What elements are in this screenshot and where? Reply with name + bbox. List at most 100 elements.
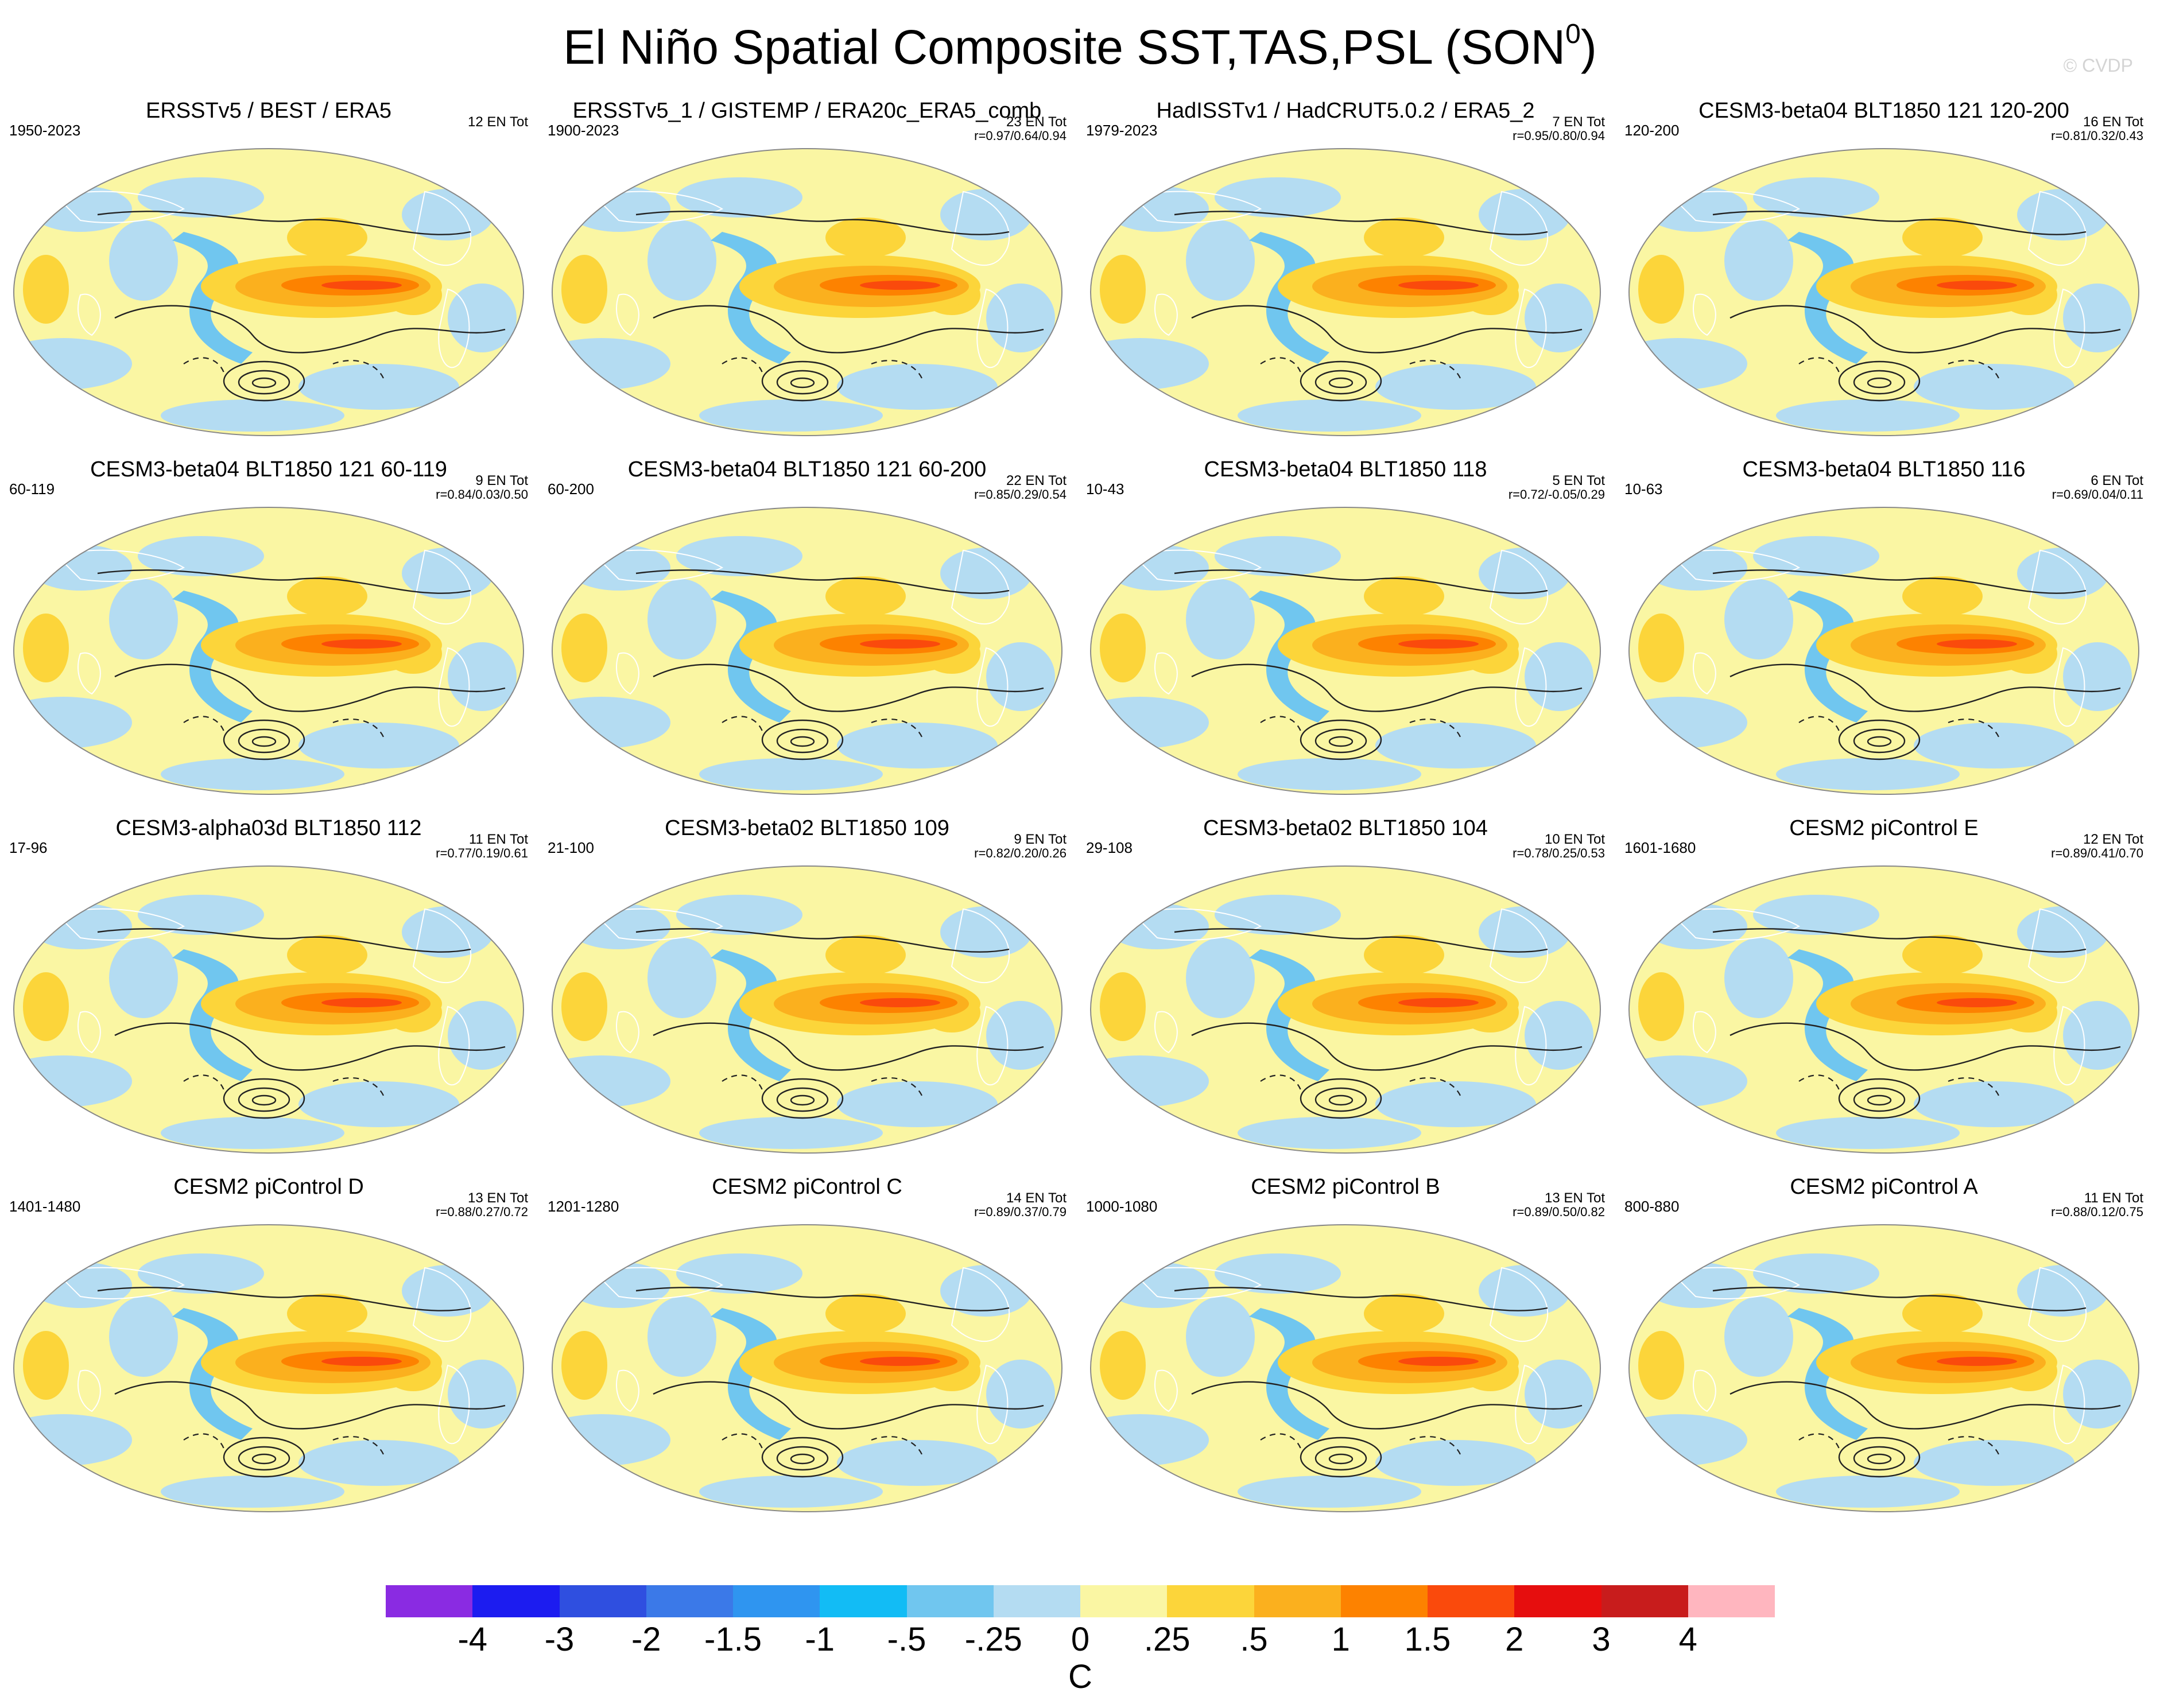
anomaly-map — [13, 148, 524, 436]
psl-contour-negative — [722, 357, 763, 373]
map-panel: CESM3-beta02 BLT1850 109 21-100 9 EN Tot r=… — [538, 815, 1076, 1165]
warm-tongue-core — [1937, 1357, 2017, 1366]
anomaly-patch — [1215, 536, 1341, 576]
psl-contour — [1328, 1453, 1354, 1465]
anomaly-patch — [1525, 1360, 1593, 1428]
psl-contour — [251, 736, 277, 747]
anomaly-patch — [825, 218, 906, 258]
anomaly-patch — [1186, 220, 1255, 301]
map-panel: CESM3-beta04 BLT1850 118 10-43 5 EN Tot r=0… — [1077, 456, 1614, 806]
anomaly-patch — [567, 545, 670, 591]
colorbar-tick-label: -1.5 — [704, 1621, 762, 1658]
anomaly-patch — [1914, 1440, 2074, 1486]
coastline — [56, 549, 472, 727]
anomaly-patch — [14, 1414, 132, 1466]
psl-contour — [251, 377, 277, 389]
anomaly-patch — [29, 545, 132, 591]
panel-pattern-correlation: r=0.97/0.64/0.94 — [974, 129, 1067, 143]
psl-contour-negative — [1948, 360, 2001, 382]
map-panel: ERSSTv5_1 / GISTEMP / ERA20c_ERA5_comb 19… — [538, 98, 1076, 448]
psl-contour — [223, 719, 305, 760]
psl-contour-negative — [183, 1074, 225, 1090]
panel-event-count: 13 EN Tot — [468, 1190, 528, 1206]
colorbar-swatch — [559, 1585, 646, 1617]
map-panel: CESM2 piControl C 1201-1280 14 EN Tot r=0.8… — [538, 1174, 1076, 1524]
anomaly-patch — [1106, 903, 1209, 949]
anomaly-patch — [1100, 1331, 1146, 1400]
anomaly-patch — [567, 1262, 670, 1308]
anomaly-patch — [1902, 576, 1983, 616]
panel-pattern-correlation: r=0.89/0.50/0.82 — [1513, 1205, 1605, 1219]
psl-contour — [653, 305, 1044, 354]
panel-title: CESM2 piControl B — [1251, 1175, 1440, 1199]
anomaly-map — [552, 1224, 1062, 1512]
panel-event-count: 5 EN Tot — [1552, 473, 1605, 488]
anomaly-patch — [647, 938, 716, 1018]
psl-contour — [251, 1094, 277, 1106]
psl-contour — [114, 1381, 506, 1430]
colorbar-tick-label: 4 — [1678, 1621, 1697, 1658]
map-panel: CESM3-beta02 BLT1850 104 29-108 10 EN Tot r… — [1077, 815, 1614, 1165]
anomaly-patch — [837, 723, 998, 768]
anomaly-patch — [647, 220, 716, 301]
psl-contour — [1838, 360, 1921, 402]
psl-contour-negative — [722, 1074, 763, 1090]
colorbar-tick-label: 1 — [1331, 1621, 1350, 1658]
panel-title: ERSSTv5 / BEST / ERA5 — [145, 99, 391, 123]
anomaly-patch — [1638, 1331, 1684, 1400]
anomaly-patch — [23, 255, 69, 324]
anomaly-patch — [448, 1360, 517, 1428]
psl-contour — [1853, 370, 1906, 395]
psl-contour — [238, 370, 290, 395]
anomaly-patch — [448, 284, 517, 352]
anomaly-map — [552, 507, 1062, 795]
panel-event-count: 13 EN Tot — [1545, 1190, 1605, 1206]
panel-title: CESM3-alpha03d BLT1850 112 — [115, 816, 422, 840]
panel-title: CESM3-beta02 BLT1850 109 — [665, 816, 949, 840]
anomaly-patch — [1375, 1081, 1536, 1127]
warm-tongue-core — [321, 281, 402, 290]
panel-event-count: 9 EN Tot — [475, 473, 528, 488]
map-frame — [13, 507, 524, 795]
anomaly-patch — [29, 903, 132, 949]
colorbar — [386, 1585, 1775, 1617]
psl-contour-negative — [332, 719, 386, 740]
anomaly-patch — [676, 536, 802, 576]
panel-years: 120-200 — [1624, 122, 1680, 139]
psl-contour-negative — [1260, 716, 1302, 732]
panel-event-count: 11 EN Tot — [2084, 1190, 2143, 1206]
psl-contour — [1314, 370, 1367, 395]
anomaly-patch — [1375, 1440, 1536, 1486]
anomaly-patch — [1091, 1055, 1209, 1107]
psl-contour — [97, 211, 471, 235]
coastline — [56, 908, 472, 1086]
anomaly-map — [13, 865, 524, 1154]
coastline — [56, 191, 472, 368]
anomaly-patch — [1629, 1414, 1747, 1466]
anomaly-patch — [1238, 1476, 1421, 1508]
psl-contour-negative — [1948, 1436, 2001, 1458]
panel-pattern-correlation: r=0.81/0.32/0.43 — [2051, 129, 2143, 143]
panel-years: 10-63 — [1624, 480, 1663, 498]
anomaly-patch — [1100, 972, 1146, 1041]
psl-contour-negative — [1798, 716, 1840, 732]
anomaly-patch — [1238, 1117, 1421, 1149]
panel-title: CESM2 piControl A — [1790, 1175, 1978, 1199]
psl-contour — [1729, 1022, 2121, 1071]
coastline — [1133, 549, 1549, 727]
map-frame — [1090, 507, 1601, 795]
panel-years: 1000-1080 — [1086, 1198, 1158, 1215]
psl-contour — [223, 1078, 305, 1119]
psl-contour — [1328, 377, 1354, 389]
anomaly-patch — [1106, 545, 1209, 591]
psl-contour-negative — [183, 716, 225, 732]
psl-contour — [1174, 569, 1548, 594]
anomaly-patch — [699, 1476, 883, 1508]
panel-title: CESM2 piControl D — [173, 1175, 364, 1199]
anomaly-patch — [1644, 545, 1747, 591]
psl-contour — [223, 1437, 305, 1478]
panel-years: 1979-2023 — [1086, 122, 1158, 139]
map-frame — [1090, 1224, 1601, 1512]
anomaly-patch — [287, 218, 367, 258]
psl-contour-negative — [332, 1436, 386, 1458]
